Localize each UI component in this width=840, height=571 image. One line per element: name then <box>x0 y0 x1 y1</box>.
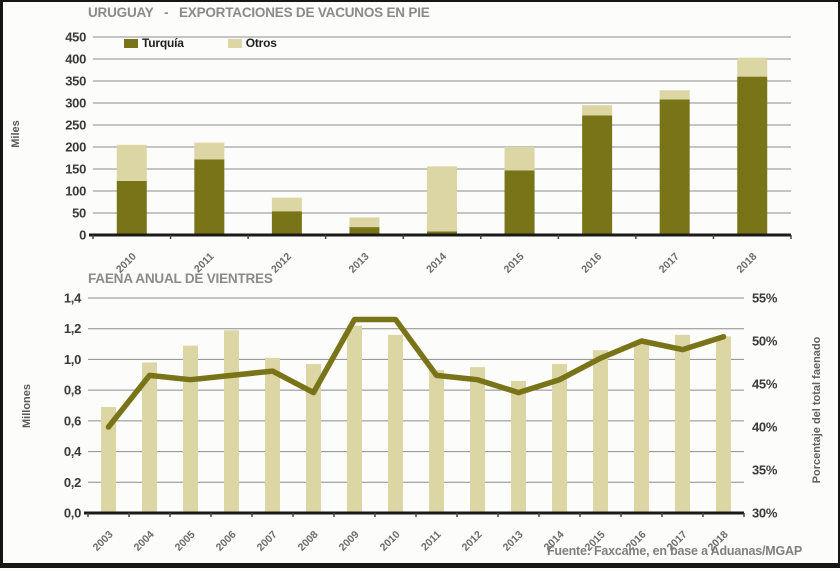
bar-otros-2015 <box>504 147 535 171</box>
bar-faena-2011 <box>429 370 444 513</box>
x-tick-label: 2018 <box>734 251 759 276</box>
bar-faena-2016 <box>634 341 649 513</box>
right-tick-label: 40% <box>752 420 778 435</box>
x-tick-label: 2015 <box>502 251 527 276</box>
bar-turquia-2013 <box>349 227 380 235</box>
bar-faena-2009 <box>347 325 362 513</box>
bar-turquia-2010 <box>116 180 147 235</box>
bar-otros-2016 <box>582 105 613 116</box>
bar-faena-2008 <box>306 364 321 513</box>
faena-chart-title: FAENA ANUAL DE VIENTRES <box>88 271 273 286</box>
faena-right-axis-title: Porcentaje del total faenado <box>811 336 823 484</box>
y-tick-label: 0 <box>79 228 86 243</box>
x-tick-label: 2003 <box>91 529 116 554</box>
pct-faenado-line <box>105 316 727 430</box>
bar-turquia-2018 <box>737 76 768 235</box>
y-tick-label: 450 <box>65 30 86 45</box>
y-tick-label: 100 <box>65 184 86 199</box>
x-tick-label: 2010 <box>378 529 403 554</box>
x-tick-label: 2016 <box>579 251 604 276</box>
bar-faena-2004 <box>142 362 157 513</box>
exports-chart-title: URUGUAY - EXPORTACIONES DE VACUNOS EN PI… <box>88 5 430 20</box>
x-tick-label: 2006 <box>214 529 239 554</box>
bar-faena-2015 <box>593 350 608 513</box>
right-tick-label: 35% <box>752 463 778 478</box>
bar-faena-2005 <box>183 345 198 513</box>
bar-faena-2003 <box>101 407 116 513</box>
bar-faena-2006 <box>224 330 239 513</box>
left-tick-label: 0,0 <box>64 506 81 521</box>
otros-label: Otros <box>245 36 277 50</box>
bar-faena-2014 <box>552 364 567 513</box>
y-tick-label: 300 <box>65 96 86 111</box>
legend-item-turquia: Turquía <box>124 36 184 50</box>
left-tick-label: 1,0 <box>64 352 81 367</box>
left-tick-label: 1,2 <box>64 321 81 336</box>
left-tick-label: 1,4 <box>64 291 82 306</box>
faena-left-axis-title: Millones <box>21 384 33 429</box>
y-tick-label: 200 <box>65 140 86 155</box>
turquia-label: Turquía <box>142 36 184 50</box>
left-tick-label: 0,6 <box>64 413 81 428</box>
bar-otros-2017 <box>659 90 690 100</box>
x-tick-label: 2014 <box>424 251 449 276</box>
y-tick-label: 400 <box>65 52 86 67</box>
bar-faena-2018 <box>716 336 731 513</box>
source-note: Fuente: Faxcame, en base a Aduanas/MGAP <box>546 544 802 558</box>
y-tick-label: 250 <box>65 118 86 133</box>
bar-turquia-2014 <box>427 231 457 235</box>
right-tick-label: 55% <box>752 291 778 306</box>
bar-otros-2011 <box>194 142 225 160</box>
bar-faena-2013 <box>511 380 526 513</box>
bar-faena-2017 <box>675 334 690 513</box>
otros-swatch <box>227 38 242 48</box>
bar-turquia-2015 <box>504 170 535 235</box>
y-tick-label: 350 <box>65 74 86 89</box>
x-tick-label: 2013 <box>347 251 372 276</box>
x-tick-label: 2008 <box>296 529 321 554</box>
x-tick-label: 2009 <box>337 529 362 554</box>
right-tick-label: 30% <box>752 506 778 521</box>
x-tick-label: 2004 <box>132 529 157 554</box>
bar-otros-2010 <box>116 144 147 181</box>
bar-faena-2012 <box>470 367 485 513</box>
right-tick-label: 45% <box>752 377 778 392</box>
bar-otros-2013 <box>349 217 380 228</box>
bar-turquia-2011 <box>194 159 225 235</box>
bar-turquia-2016 <box>582 115 613 235</box>
left-tick-label: 0,2 <box>64 475 81 490</box>
left-tick-label: 0,8 <box>64 383 81 398</box>
y-tick-label: 150 <box>65 162 86 177</box>
right-tick-label: 50% <box>752 334 778 349</box>
bar-otros-2012 <box>271 197 302 212</box>
turquia-swatch <box>124 38 138 48</box>
x-tick-label: 2017 <box>657 251 682 276</box>
left-tick-label: 0,4 <box>64 444 82 459</box>
y-tick-label: 50 <box>72 206 86 221</box>
bar-turquia-2017 <box>659 99 690 235</box>
bar-otros-2018 <box>737 57 768 77</box>
exports-y-axis-title: Miles <box>10 120 22 148</box>
bar-turquia-2012 <box>271 211 302 235</box>
exports-legend: Turquía Otros <box>124 36 277 50</box>
x-tick-label: 2007 <box>255 529 280 554</box>
legend-item-otros: Otros <box>227 36 277 50</box>
bar-faena-2010 <box>388 334 403 513</box>
bar-otros-2014 <box>427 166 457 232</box>
x-tick-label: 2005 <box>173 529 198 554</box>
bar-faena-2007 <box>265 357 280 513</box>
